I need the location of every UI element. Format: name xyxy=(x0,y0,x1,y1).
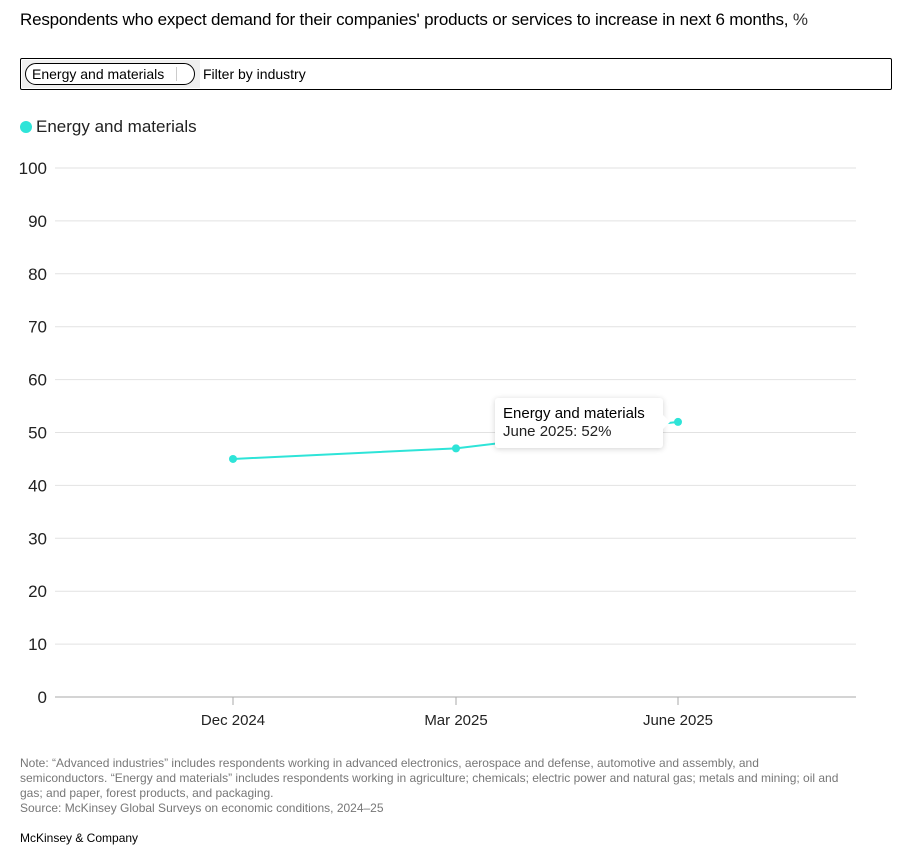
filter-input-placeholder[interactable]: Filter by industry xyxy=(203,66,306,82)
chip-separator xyxy=(176,67,177,81)
tooltip-value: June 2025: 52% xyxy=(503,423,612,440)
y-tick-label: 60 xyxy=(28,371,47,390)
y-tick-label: 40 xyxy=(28,476,47,495)
title-text: Respondents who expect demand for their … xyxy=(20,10,789,29)
data-point xyxy=(452,444,460,453)
y-axis-ticks: 0 10 20 30 40 50 60 70 80 90 100 xyxy=(19,159,47,707)
y-tick-label: 10 xyxy=(28,635,47,654)
legend: Energy and materials xyxy=(20,117,197,137)
y-tick-label: 30 xyxy=(28,529,47,548)
source-text: Source: McKinsey Global Surveys on econo… xyxy=(20,801,384,815)
chart-title: Respondents who expect demand for their … xyxy=(20,10,808,30)
selected-industry-chip[interactable]: Energy and materials xyxy=(25,63,195,85)
footnote: Note: “Advanced industries” includes res… xyxy=(20,756,840,816)
legend-label: Energy and materials xyxy=(36,117,197,136)
y-tick-label: 70 xyxy=(28,318,47,337)
y-tick-label: 100 xyxy=(19,159,47,178)
x-tick-label: Mar 2025 xyxy=(424,712,487,729)
brand-label: McKinsey & Company xyxy=(20,831,139,845)
x-axis-ticks: Dec 2024 Mar 2025 June 2025 xyxy=(201,697,713,729)
data-point xyxy=(229,454,237,463)
tooltip-arrow xyxy=(663,415,670,429)
legend-marker xyxy=(20,121,32,133)
y-tick-label: 20 xyxy=(28,582,47,601)
tooltip-title: Energy and materials xyxy=(503,405,645,422)
x-tick-label: Dec 2024 xyxy=(201,712,265,729)
grid-lines xyxy=(55,167,856,698)
y-tick-label: 80 xyxy=(28,265,47,284)
tooltip: Energy and materials June 2025: 52% xyxy=(495,398,670,448)
y-tick-label: 50 xyxy=(28,424,47,443)
x-tick-label: June 2025 xyxy=(643,712,713,729)
industry-filter[interactable]: Energy and materials Filter by industry xyxy=(20,58,892,90)
chip-label: Energy and materials xyxy=(32,66,165,82)
y-tick-label: 90 xyxy=(28,212,47,231)
y-tick-label: 0 xyxy=(38,688,47,707)
title-unit: % xyxy=(788,10,808,29)
line-chart: 0 10 20 30 40 50 60 70 80 90 100 Dec 2024 Mar 2025 J… xyxy=(19,159,856,729)
note-text: Note: “Advanced industries” includes res… xyxy=(20,756,839,800)
data-point xyxy=(674,417,682,426)
